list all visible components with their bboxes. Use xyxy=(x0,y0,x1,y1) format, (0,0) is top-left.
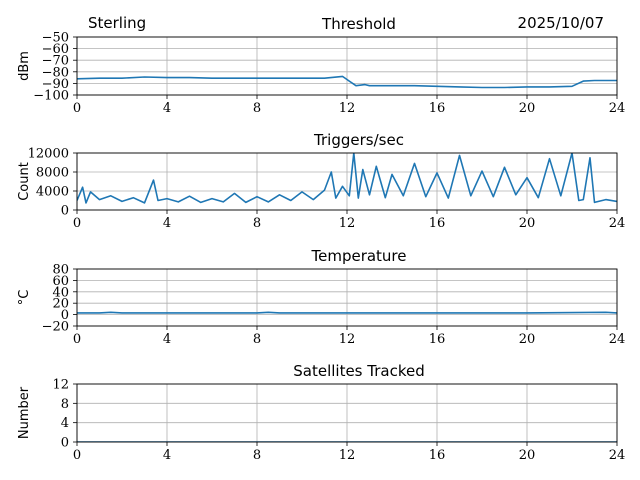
panel-title: Triggers/sec xyxy=(313,131,404,149)
x-tick-label: 12 xyxy=(339,448,356,463)
y-tick-label: 8000 xyxy=(36,166,69,181)
station-label: Sterling xyxy=(88,14,146,32)
x-tick-label: 20 xyxy=(519,101,536,116)
x-tick-label: 12 xyxy=(339,101,356,116)
y-tick-label: −100 xyxy=(33,89,69,104)
y-tick-label: −20 xyxy=(42,320,69,335)
x-tick-label: 20 xyxy=(519,216,536,231)
x-tick-label: 0 xyxy=(73,332,81,347)
x-tick-label: 12 xyxy=(339,216,356,231)
y-axis-label: dBm xyxy=(17,51,32,81)
date-label: 2025/10/07 xyxy=(518,14,604,32)
x-tick-label: 16 xyxy=(429,448,446,463)
y-tick-label: 8 xyxy=(61,397,69,412)
series-line-3-1 xyxy=(77,311,617,314)
y-tick-label: 40 xyxy=(52,285,69,300)
x-tick-label: 4 xyxy=(163,216,171,231)
y-axis-label: Count xyxy=(17,162,32,201)
series-line-2-1 xyxy=(77,153,617,204)
y-tick-label: −90 xyxy=(42,77,69,92)
y-tick-label: −60 xyxy=(42,42,69,57)
x-tick-label: 20 xyxy=(519,332,536,347)
x-tick-label: 8 xyxy=(253,332,261,347)
y-tick-label: 0 xyxy=(61,436,69,451)
x-tick-label: 8 xyxy=(253,101,261,116)
y-tick-label: −70 xyxy=(42,54,69,69)
x-tick-label: 0 xyxy=(73,448,81,463)
x-tick-label: 16 xyxy=(429,216,446,231)
x-tick-label: 20 xyxy=(519,448,536,463)
x-tick-label: 0 xyxy=(73,101,81,116)
x-tick-label: 8 xyxy=(253,448,261,463)
y-axis-label: °C xyxy=(17,290,32,306)
panel-1: 0 4 8 12 16 20 24 −50−60−70−80−90−100 Threshold d… xyxy=(17,15,625,116)
y-tick-label: 12 xyxy=(52,378,69,393)
y-tick-label: −50 xyxy=(42,31,69,46)
y-tick-label: 60 xyxy=(52,274,69,289)
x-tick-label: 24 xyxy=(609,332,626,347)
x-tick-label: 16 xyxy=(429,101,446,116)
x-tick-label: 16 xyxy=(429,332,446,347)
y-tick-label: 0 xyxy=(61,204,69,219)
x-tick-label: 12 xyxy=(339,332,356,347)
x-tick-label: 4 xyxy=(163,332,171,347)
y-tick-label: 4000 xyxy=(36,185,69,200)
y-tick-label: 0 xyxy=(61,308,69,323)
y-tick-label: 12000 xyxy=(28,147,69,162)
y-tick-label: −80 xyxy=(42,65,69,80)
x-tick-label: 4 xyxy=(163,101,171,116)
y-axis-label: Number xyxy=(17,386,32,439)
y-tick-label: 80 xyxy=(52,263,69,278)
panel-title: Temperature xyxy=(310,247,406,265)
y-tick-label: 4 xyxy=(61,416,69,431)
x-tick-label: 4 xyxy=(163,448,171,463)
series-line-1-1 xyxy=(77,75,617,89)
x-tick-label: 0 xyxy=(73,216,81,231)
panels: 0 4 8 12 16 20 24 −50−60−70−80−90−100 Threshold d… xyxy=(17,15,625,463)
x-tick-label: 24 xyxy=(609,216,626,231)
panel-4: 0 4 8 12 16 20 24 0 4 8 12 Satellites Tracked Number xyxy=(17,362,625,463)
x-tick-label: 24 xyxy=(609,448,626,463)
y-tick-label: 20 xyxy=(52,297,69,312)
panel-2: 0 4 8 12 16 20 24 0 4000 8000 12000 Triggers/sec Cou… xyxy=(17,131,625,231)
x-tick-label: 24 xyxy=(609,101,626,116)
x-tick-label: 8 xyxy=(253,216,261,231)
panel-title: Satellites Tracked xyxy=(293,362,424,380)
panel-title: Threshold xyxy=(321,15,396,33)
